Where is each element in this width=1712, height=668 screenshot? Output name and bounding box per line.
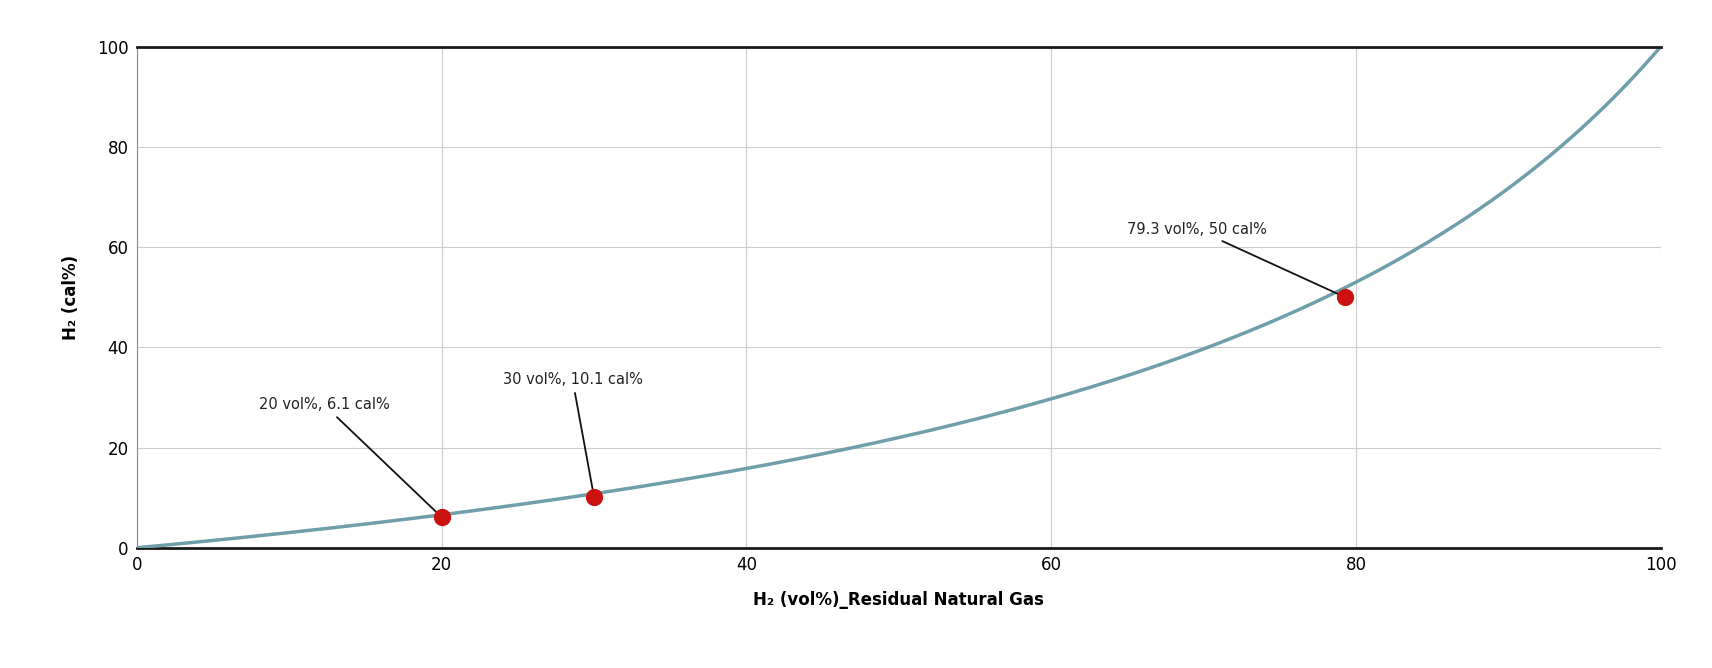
Point [428,512,455,522]
Text: 30 vol%, 10.1 cal%: 30 vol%, 10.1 cal% [503,373,642,494]
Point [1332,292,1359,303]
Y-axis label: H₂ (cal%): H₂ (cal%) [62,255,80,340]
Text: 79.3 vol%, 50 cal%: 79.3 vol%, 50 cal% [1126,222,1342,296]
X-axis label: H₂ (vol%)_Residual Natural Gas: H₂ (vol%)_Residual Natural Gas [753,591,1044,609]
Text: 20 vol%, 6.1 cal%: 20 vol%, 6.1 cal% [259,397,440,515]
Point [580,492,608,502]
